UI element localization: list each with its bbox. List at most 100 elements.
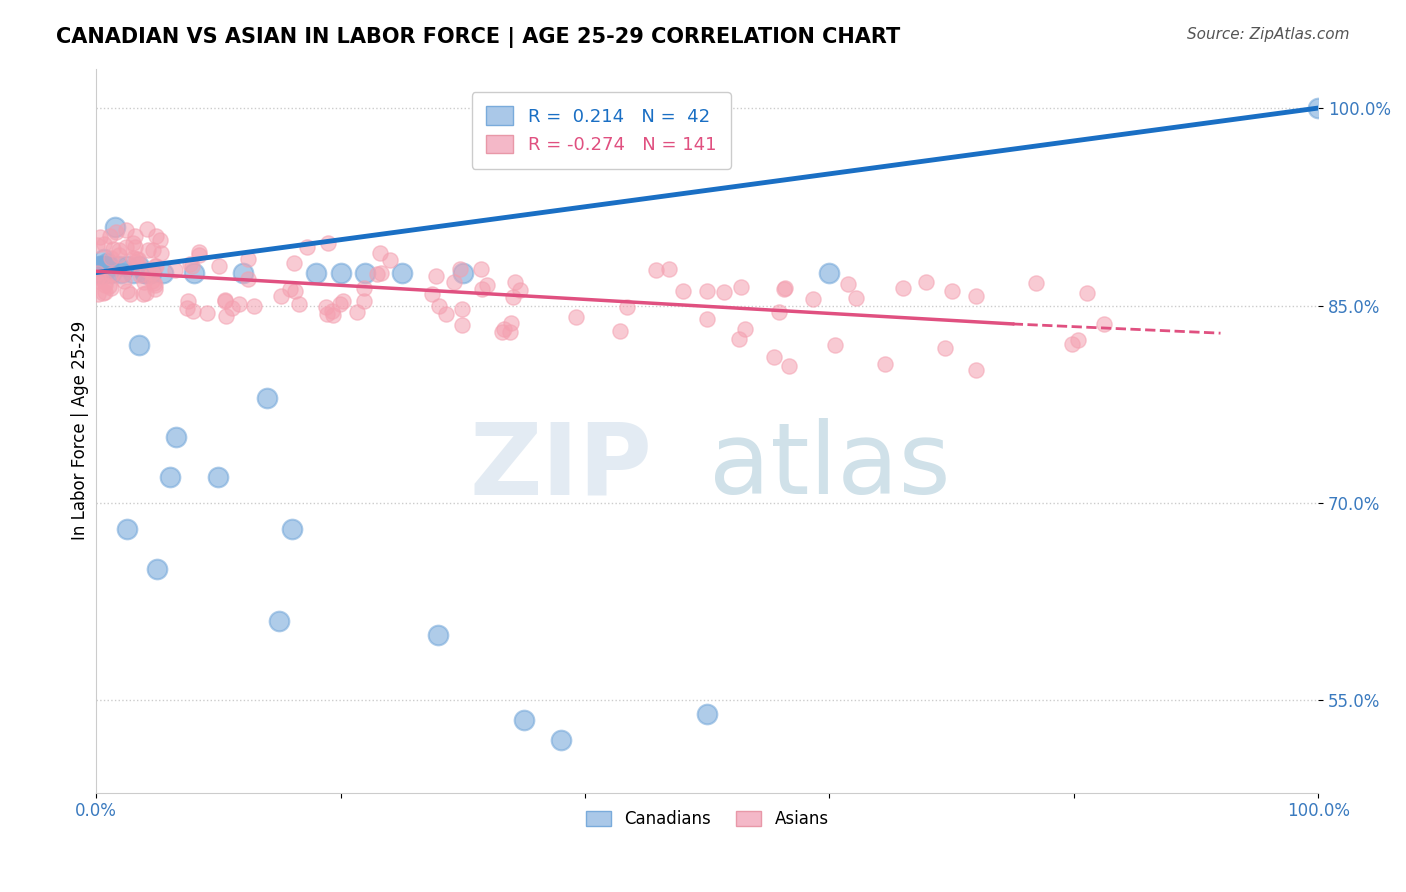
Point: [142, 243, 165, 257]
Point: [451, 266, 474, 280]
Point: [93, 285, 115, 299]
Point: [773, 283, 796, 297]
Point: [228, 297, 250, 311]
Text: atlas: atlas: [709, 418, 950, 516]
Point: [269, 615, 291, 629]
Point: [283, 255, 305, 269]
Point: [278, 282, 301, 296]
Point: [127, 252, 149, 267]
Point: [93, 275, 115, 289]
Point: [696, 706, 718, 721]
Point: [734, 322, 756, 336]
Point: [221, 301, 243, 315]
Point: [122, 235, 145, 250]
Point: [87, 259, 110, 273]
Point: [145, 228, 167, 243]
Point: [97, 259, 120, 273]
Point: [420, 287, 443, 301]
Point: [121, 266, 143, 280]
Point: [238, 252, 260, 266]
Point: [353, 293, 375, 308]
Text: ZIP: ZIP: [470, 418, 652, 516]
Point: [295, 239, 318, 253]
Point: [100, 266, 122, 280]
Point: [159, 469, 181, 483]
Point: [727, 332, 749, 346]
Point: [115, 522, 138, 536]
Point: [124, 228, 146, 243]
Point: [208, 259, 231, 273]
Point: [149, 246, 172, 260]
Point: [188, 245, 211, 260]
Point: [136, 244, 159, 258]
Point: [87, 287, 110, 301]
Point: [214, 293, 236, 308]
Point: [243, 299, 266, 313]
Point: [93, 259, 115, 273]
Point: [149, 233, 172, 247]
Point: [1060, 337, 1083, 351]
Point: [143, 259, 166, 273]
Point: [391, 266, 413, 280]
Point: [146, 562, 169, 576]
Point: [141, 266, 163, 280]
Point: [434, 307, 457, 321]
Point: [179, 257, 201, 271]
Point: [141, 265, 163, 279]
Point: [176, 301, 198, 316]
Point: [135, 222, 157, 236]
Point: [101, 242, 124, 256]
Point: [429, 299, 451, 313]
Point: [1025, 277, 1047, 291]
Point: [100, 281, 122, 295]
Point: [114, 223, 136, 237]
Point: [492, 322, 515, 336]
Point: [97, 279, 120, 293]
Point: [134, 266, 156, 280]
Point: [110, 266, 132, 280]
Point: [256, 391, 278, 405]
Point: [450, 301, 472, 316]
Point: [451, 318, 474, 332]
Text: Source: ZipAtlas.com: Source: ZipAtlas.com: [1187, 27, 1350, 42]
Y-axis label: In Labor Force | Age 25-29: In Labor Force | Age 25-29: [72, 321, 89, 541]
Legend: Canadians, Asians: Canadians, Asians: [579, 804, 835, 835]
Point: [934, 341, 956, 355]
Point: [136, 262, 159, 277]
Point: [696, 284, 718, 298]
Point: [696, 312, 718, 326]
Point: [366, 267, 388, 281]
Point: [322, 309, 344, 323]
Point: [125, 252, 148, 267]
Point: [270, 289, 292, 303]
Point: [491, 325, 513, 339]
Point: [143, 276, 166, 290]
Point: [214, 309, 236, 323]
Point: [616, 300, 638, 314]
Point: [801, 292, 824, 306]
Point: [84, 274, 107, 288]
Point: [503, 275, 526, 289]
Point: [135, 286, 157, 301]
Point: [378, 252, 401, 267]
Point: [176, 293, 198, 308]
Point: [316, 308, 339, 322]
Point: [513, 713, 536, 727]
Point: [94, 261, 117, 276]
Point: [101, 267, 124, 281]
Point: [90, 272, 112, 286]
Point: [645, 263, 668, 277]
Point: [181, 304, 204, 318]
Point: [132, 287, 155, 301]
Point: [284, 284, 307, 298]
Point: [96, 256, 118, 270]
Point: [449, 261, 471, 276]
Point: [818, 266, 841, 280]
Point: [965, 288, 987, 302]
Point: [778, 359, 800, 373]
Point: [368, 246, 391, 260]
Point: [141, 274, 163, 288]
Point: [98, 228, 121, 243]
Point: [183, 266, 205, 280]
Point: [93, 252, 115, 267]
